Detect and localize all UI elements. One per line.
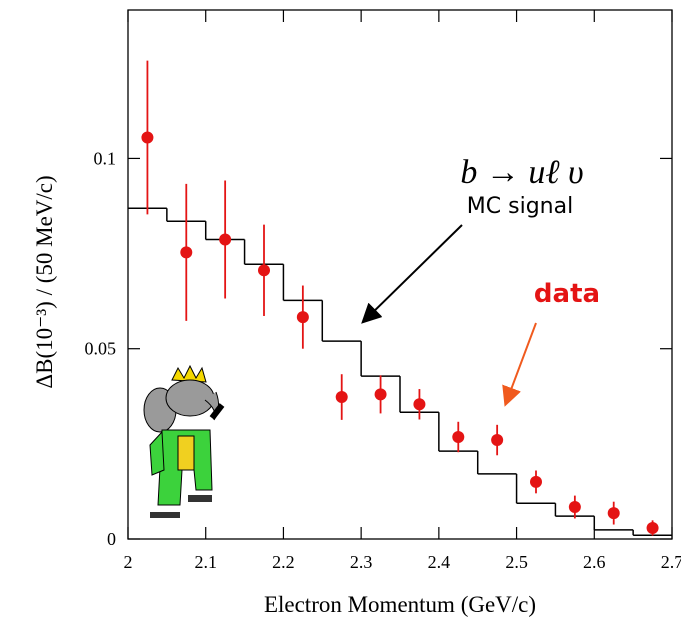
data-point bbox=[180, 246, 193, 259]
data-point bbox=[568, 501, 581, 514]
x-tick-label: 2.1 bbox=[194, 552, 217, 572]
data-point bbox=[219, 233, 232, 246]
data-point bbox=[296, 311, 309, 324]
y-tick-label: 0.1 bbox=[94, 148, 117, 168]
data-point bbox=[530, 475, 542, 488]
x-tick-label: 2.4 bbox=[428, 552, 451, 572]
data-point bbox=[491, 434, 504, 447]
x-tick-label: 2.5 bbox=[505, 552, 528, 572]
data-point bbox=[607, 507, 620, 520]
x-tick-label: 2 bbox=[124, 552, 133, 572]
annotation: b → uℓ υ bbox=[460, 154, 583, 191]
x-tick-label: 2.2 bbox=[272, 552, 295, 572]
data-point bbox=[335, 391, 348, 404]
data-point bbox=[258, 264, 270, 277]
data-point bbox=[413, 398, 426, 411]
plot-frame bbox=[127, 9, 673, 540]
x-tick-label: 2.7 bbox=[661, 552, 681, 572]
y-tick-label: 0.05 bbox=[85, 339, 117, 359]
series-label: MC signal bbox=[467, 194, 573, 219]
y-axis-label: ΔB(10⁻³) / (50 MeV/c) bbox=[32, 175, 57, 388]
arrow bbox=[361, 224, 463, 324]
x-tick-label: 2.6 bbox=[583, 552, 606, 572]
y-tick-label: 0 bbox=[107, 529, 116, 549]
x-axis-label: Electron Momentum (GeV/c) bbox=[264, 592, 536, 617]
x-tick-label: 2.3 bbox=[350, 552, 373, 572]
data-point bbox=[141, 131, 154, 144]
mascot bbox=[143, 364, 225, 518]
data-point bbox=[646, 521, 659, 534]
series-label: data bbox=[534, 279, 600, 309]
data-point bbox=[374, 388, 387, 401]
data-point bbox=[452, 431, 465, 444]
arrow bbox=[502, 322, 537, 407]
